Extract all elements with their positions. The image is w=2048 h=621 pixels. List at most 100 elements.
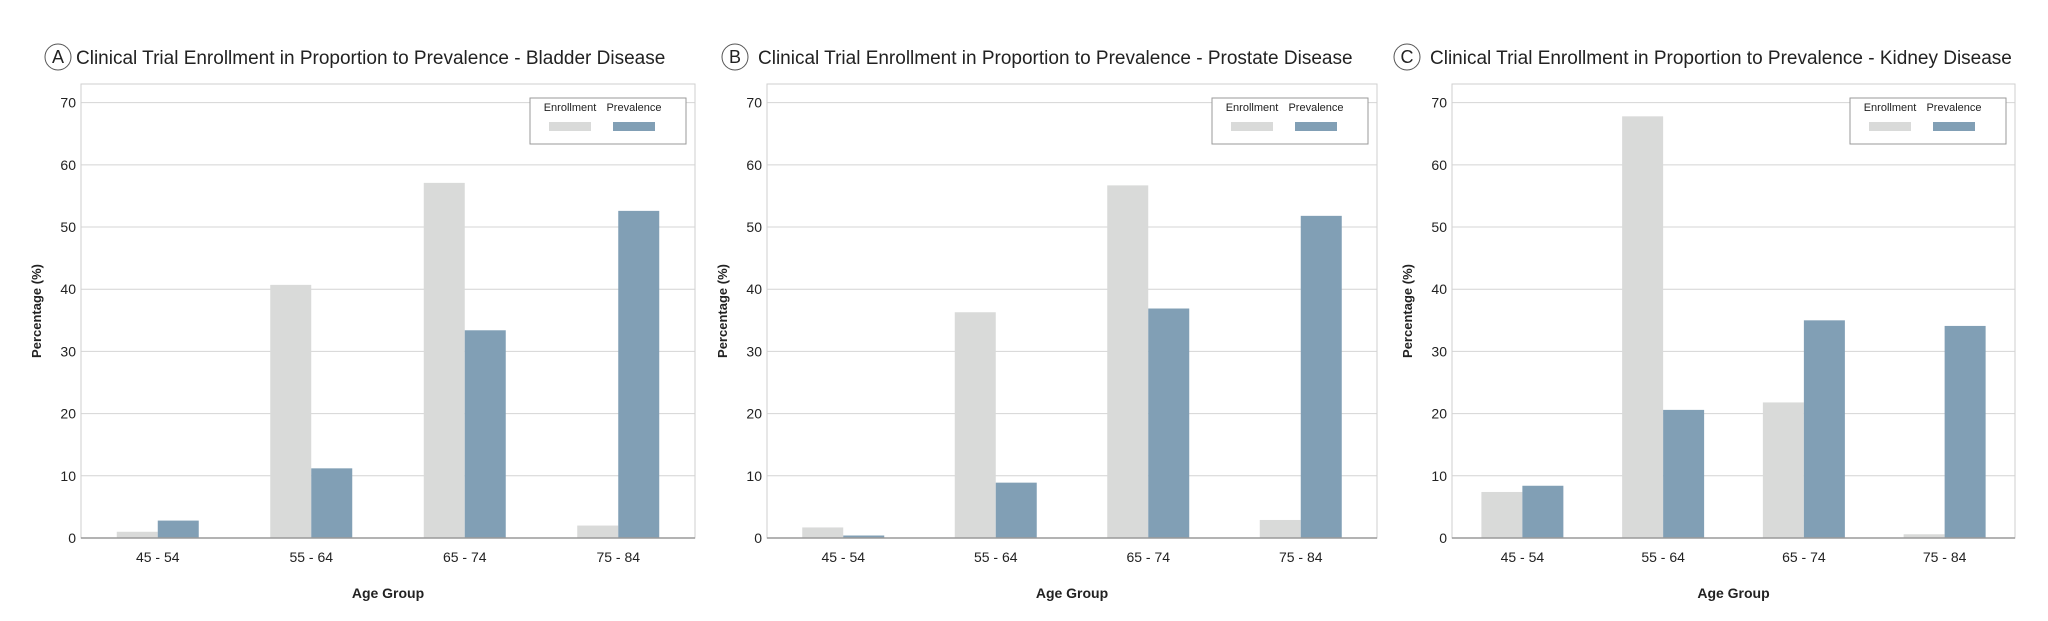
x-tick-label: 55 - 64 <box>974 549 1018 565</box>
bar-prevalence-1 <box>995 482 1037 538</box>
bar-prevalence-3 <box>618 210 660 539</box>
y-tick-label: 20 <box>1431 406 1447 422</box>
panel-letter-circle <box>1393 43 1421 71</box>
y-tick-label: 40 <box>60 281 76 297</box>
panel-letter: A <box>52 47 64 67</box>
y-tick-label: 50 <box>746 219 762 235</box>
chart-title: Clinical Trial Enrollment in Proportion … <box>1430 48 2012 69</box>
legend-box <box>1211 97 1369 145</box>
y-tick-label: 10 <box>746 468 762 484</box>
bar-prevalence-2 <box>1803 320 1845 538</box>
x-tick-label: 55 - 64 <box>289 549 333 565</box>
bar-enrollment-0 <box>116 531 158 538</box>
y-tick-label: 10 <box>1431 468 1447 484</box>
y-tick-label: 70 <box>746 95 762 111</box>
y-axis-label: Percentage (%) <box>715 264 730 358</box>
y-tick-label: 50 <box>1431 219 1447 235</box>
legend-swatch-prevalence <box>613 122 655 131</box>
legend: Enrollment Prevalence <box>1211 97 1369 145</box>
bar-enrollment-2 <box>1107 185 1149 538</box>
x-tick-label: 75 - 84 <box>596 549 640 565</box>
legend-label-prevalence: Prevalence <box>1288 102 1343 114</box>
chart-panel-b: B Clinical Trial Enrollment in Proportion… <box>715 43 1378 601</box>
bar-enrollment-1 <box>1622 116 1664 539</box>
legend-label-prevalence: Prevalence <box>606 102 661 114</box>
y-tick-label: 30 <box>746 343 762 359</box>
plot-frame <box>1451 83 2016 539</box>
chart-title: Clinical Trial Enrollment in Proportion … <box>76 48 665 69</box>
x-tick-label: 55 - 64 <box>1641 549 1685 565</box>
legend-label-enrollment: Enrollment <box>1864 102 1917 114</box>
bar-prevalence-1 <box>1663 409 1705 538</box>
y-tick-label: 60 <box>746 157 762 173</box>
bar-prevalence-1 <box>311 468 353 538</box>
y-tick-label: 0 <box>68 530 76 546</box>
panel-letter-circle <box>721 43 749 71</box>
x-tick-label: 45 - 54 <box>1501 549 1545 565</box>
bar-enrollment-0 <box>802 527 844 538</box>
y-tick-label: 50 <box>60 219 76 235</box>
x-tick-label: 65 - 74 <box>1782 549 1826 565</box>
legend-label-enrollment: Enrollment <box>544 102 597 114</box>
bar-prevalence-2 <box>464 330 506 538</box>
panel-letter: C <box>1401 47 1414 67</box>
y-tick-label: 30 <box>1431 343 1447 359</box>
legend: Enrollment Prevalence <box>1849 97 2007 145</box>
y-tick-label: 0 <box>1439 530 1447 546</box>
legend: Enrollment Prevalence <box>529 97 687 145</box>
plot-frame <box>80 83 696 539</box>
bar-enrollment-2 <box>423 182 465 538</box>
x-axis-label: Age Group <box>1697 585 1769 601</box>
bar-prevalence-3 <box>1944 325 1986 538</box>
x-tick-label: 45 - 54 <box>136 549 180 565</box>
y-tick-label: 30 <box>60 343 76 359</box>
x-axis-label: Age Group <box>352 585 424 601</box>
bar-enrollment-2 <box>1762 402 1804 538</box>
x-tick-label: 65 - 74 <box>1126 549 1170 565</box>
x-tick-label: 45 - 54 <box>821 549 865 565</box>
bar-prevalence-0 <box>157 520 199 538</box>
y-axis-label: Percentage (%) <box>29 264 44 358</box>
legend-box <box>529 97 687 145</box>
bar-prevalence-0 <box>843 535 885 538</box>
y-tick-label: 40 <box>1431 281 1447 297</box>
legend-swatch-enrollment <box>549 122 591 131</box>
y-tick-label: 20 <box>60 406 76 422</box>
bar-enrollment-3 <box>577 525 619 538</box>
chart-panel-c: C Clinical Trial Enrollment in Proportion… <box>1393 43 2016 601</box>
x-tick-label: 75 - 84 <box>1279 549 1323 565</box>
y-tick-label: 40 <box>746 281 762 297</box>
bar-enrollment-3 <box>1903 534 1945 538</box>
panel-letter: B <box>729 47 741 67</box>
legend-swatch-prevalence <box>1295 122 1337 131</box>
plot-frame <box>766 83 1378 539</box>
y-tick-label: 20 <box>746 406 762 422</box>
y-axis-label: Percentage (%) <box>1400 264 1415 358</box>
legend-swatch-enrollment <box>1231 122 1273 131</box>
bar-prevalence-3 <box>1300 215 1342 539</box>
legend-box <box>1849 97 2007 145</box>
legend-swatch-prevalence <box>1933 122 1975 131</box>
panel-letter-circle <box>44 43 72 71</box>
bar-enrollment-0 <box>1481 491 1523 538</box>
y-tick-label: 70 <box>60 95 76 111</box>
x-tick-label: 65 - 74 <box>443 549 487 565</box>
y-tick-label: 10 <box>60 468 76 484</box>
chart-title: Clinical Trial Enrollment in Proportion … <box>758 48 1353 69</box>
legend-swatch-enrollment <box>1869 122 1911 131</box>
y-tick-label: 60 <box>60 157 76 173</box>
y-tick-label: 0 <box>754 530 762 546</box>
bar-prevalence-2 <box>1148 308 1190 538</box>
x-axis-label: Age Group <box>1036 585 1108 601</box>
legend-label-enrollment: Enrollment <box>1226 102 1279 114</box>
y-tick-label: 60 <box>1431 157 1447 173</box>
chart-panel-a: A Clinical Trial Enrollment in Proportion… <box>29 43 696 601</box>
bar-enrollment-1 <box>954 312 996 538</box>
legend-label-prevalence: Prevalence <box>1926 102 1981 114</box>
bar-prevalence-0 <box>1522 485 1564 538</box>
x-tick-label: 75 - 84 <box>1923 549 1967 565</box>
bar-enrollment-3 <box>1259 519 1301 538</box>
y-tick-label: 70 <box>1431 95 1447 111</box>
